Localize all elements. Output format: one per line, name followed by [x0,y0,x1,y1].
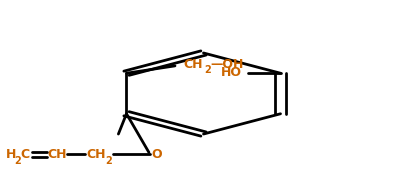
Text: 2: 2 [106,156,112,166]
Text: CH: CH [183,58,203,70]
Text: CH: CH [86,148,106,161]
Text: H: H [5,148,16,161]
Text: 2: 2 [14,156,21,166]
Text: O: O [151,148,162,161]
Text: 2: 2 [204,65,211,76]
Text: CH: CH [48,148,68,161]
Text: C: C [20,148,29,161]
Text: —OH: —OH [210,58,244,70]
Text: HO: HO [221,66,242,79]
